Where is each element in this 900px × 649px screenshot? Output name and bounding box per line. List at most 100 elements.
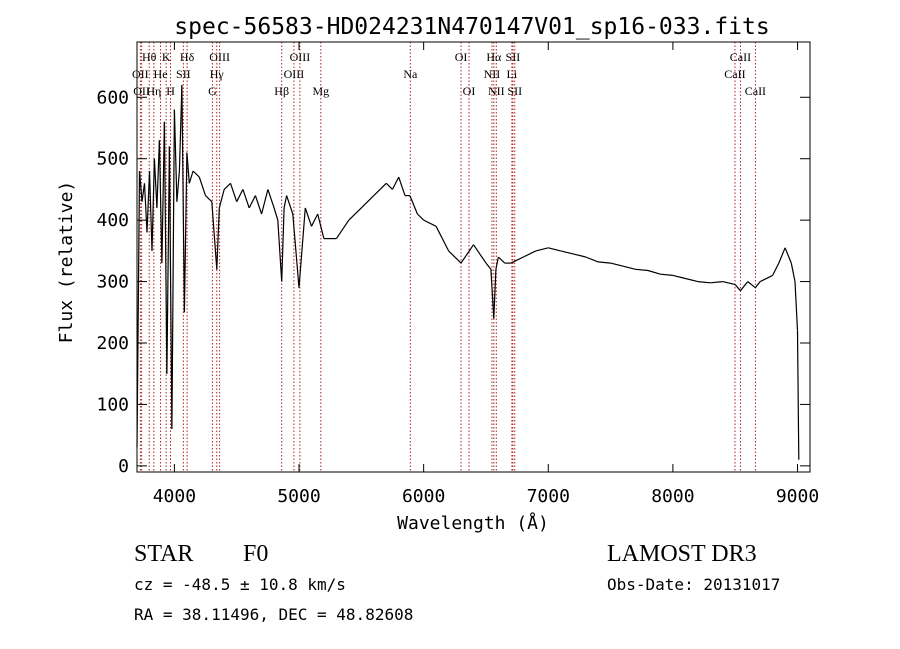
series-0-segment-50 bbox=[360, 195, 375, 209]
series-0-segment-46 bbox=[317, 213, 325, 239]
x-tick-label-4: 8000 bbox=[651, 486, 694, 507]
series-0-segment-14 bbox=[168, 146, 173, 430]
series-0-segment-70 bbox=[523, 250, 537, 258]
object-subclass: F0 bbox=[243, 541, 268, 567]
series-0-segment-32 bbox=[242, 189, 250, 209]
series-0-segment-20 bbox=[183, 152, 188, 313]
line-label-14: OIII bbox=[290, 50, 311, 64]
series-0-segment-39 bbox=[281, 207, 285, 282]
line-label-1: OII bbox=[132, 67, 149, 81]
line-label-9: OIII bbox=[209, 50, 230, 64]
series-0-segment-35 bbox=[261, 189, 269, 215]
series-0-segment-78 bbox=[622, 265, 636, 270]
plot-frame bbox=[136, 41, 811, 473]
series-0-segment-75 bbox=[585, 256, 599, 263]
series-0-segment-34 bbox=[254, 195, 263, 215]
series-0-segment-8 bbox=[153, 158, 158, 208]
series-0-segment-64 bbox=[490, 269, 495, 319]
series-0-segment-51 bbox=[373, 182, 387, 197]
series-0-segment-84 bbox=[697, 281, 711, 284]
series-0-segment-27 bbox=[216, 207, 220, 270]
series-0-segment-76 bbox=[598, 261, 611, 264]
line-label-4: He bbox=[154, 67, 168, 81]
series-0-segment-24 bbox=[198, 176, 207, 196]
flux-series bbox=[136, 84, 800, 460]
object-class: STAR bbox=[134, 541, 193, 567]
series-0-segment-49 bbox=[348, 207, 362, 221]
line-label-25: CaII bbox=[724, 67, 745, 81]
line-label-10: Hγ bbox=[210, 67, 225, 81]
line-label-7: SII bbox=[176, 67, 191, 81]
series-0-segment-43 bbox=[298, 207, 306, 288]
series-0-segment-83 bbox=[685, 277, 698, 283]
series-0-segment-16 bbox=[173, 109, 178, 202]
series-0-segment-69 bbox=[510, 256, 524, 264]
y-tick-label-4: 400 bbox=[96, 210, 129, 231]
series-0-segment-6 bbox=[148, 170, 153, 251]
line-label-20: Hα bbox=[486, 50, 502, 64]
line-label-21: NII bbox=[488, 84, 505, 98]
series-0-segment-36 bbox=[267, 189, 275, 209]
redshift-value: cz = -48.5 ± 10.8 km/s bbox=[134, 575, 346, 594]
series-0-segment-53 bbox=[391, 176, 400, 190]
series-0-segment-96 bbox=[794, 281, 799, 331]
x-tick-label-0: 4000 bbox=[153, 486, 196, 507]
series-0-segment-40 bbox=[283, 195, 288, 209]
series-0-segment-82 bbox=[672, 274, 686, 280]
line-label-12: Hβ bbox=[274, 84, 289, 98]
series-0-segment-61 bbox=[460, 244, 474, 264]
series-0-segment-7 bbox=[151, 158, 155, 251]
series-0-segment-71 bbox=[535, 247, 549, 252]
spectral-line-markers bbox=[139, 42, 756, 472]
line-label-8: Hδ bbox=[180, 50, 195, 64]
series-0-segment-31 bbox=[236, 189, 244, 202]
y-tick-label-2: 200 bbox=[96, 333, 129, 354]
series-0-segment-88 bbox=[740, 281, 749, 292]
series-0-segment-54 bbox=[398, 176, 406, 196]
x-axis-ticks: 4000 5000 6000 7000 8000 9000 bbox=[153, 42, 819, 507]
line-label-5: K bbox=[162, 50, 171, 64]
series-0-segment-56 bbox=[409, 195, 418, 215]
series-0-segment-10 bbox=[158, 140, 163, 264]
line-label-0: Hθ bbox=[142, 50, 157, 64]
series-0-segment-59 bbox=[435, 226, 450, 252]
series-0-segment-33 bbox=[248, 195, 256, 209]
line-label-17: OI bbox=[455, 50, 468, 64]
series-0-segment-38 bbox=[277, 220, 283, 282]
series-0-segment-60 bbox=[448, 250, 462, 264]
series-0-segment-67 bbox=[497, 256, 506, 264]
series-0-segment-90 bbox=[754, 281, 761, 289]
line-label-13: OIII bbox=[284, 67, 305, 81]
series-0-segment-28 bbox=[218, 189, 225, 209]
line-label-24: SII bbox=[507, 84, 522, 98]
x-axis-label: Wavelength (Å) bbox=[397, 512, 549, 534]
series-0-segment-94 bbox=[784, 247, 792, 264]
series-0-segment-37 bbox=[273, 207, 279, 221]
y-axis-label: Flux (relative) bbox=[56, 181, 77, 344]
series-0-segment-13 bbox=[166, 146, 170, 374]
y-axis-ticks: 0 100 200 300 400 500 600 bbox=[96, 87, 810, 477]
series-0-segment-97 bbox=[796, 330, 800, 460]
series-0-segment-74 bbox=[573, 253, 586, 258]
series-0-segment-85 bbox=[710, 281, 723, 284]
line-label-18: OI bbox=[463, 84, 476, 98]
y-tick-label-6: 600 bbox=[96, 87, 129, 108]
y-tick-label-5: 500 bbox=[96, 149, 129, 170]
series-0-segment-66 bbox=[495, 256, 499, 270]
line-label-23: SII bbox=[506, 50, 521, 64]
series-0-segment-52 bbox=[385, 182, 393, 190]
line-label-15: Mg bbox=[312, 84, 329, 98]
line-label-26: CaII bbox=[730, 50, 751, 64]
series-0-segment-11 bbox=[161, 121, 165, 264]
line-label-11: G bbox=[208, 84, 217, 98]
series-0-segment-80 bbox=[647, 269, 661, 275]
survey-name: LAMOST DR3 bbox=[607, 541, 757, 567]
series-0-segment-77 bbox=[610, 262, 624, 267]
series-0-segment-41 bbox=[286, 195, 294, 215]
series-0-segment-81 bbox=[660, 273, 673, 276]
line-label-6: H bbox=[166, 84, 175, 98]
series-0-segment-89 bbox=[747, 281, 756, 289]
series-0-segment-23 bbox=[192, 170, 200, 178]
